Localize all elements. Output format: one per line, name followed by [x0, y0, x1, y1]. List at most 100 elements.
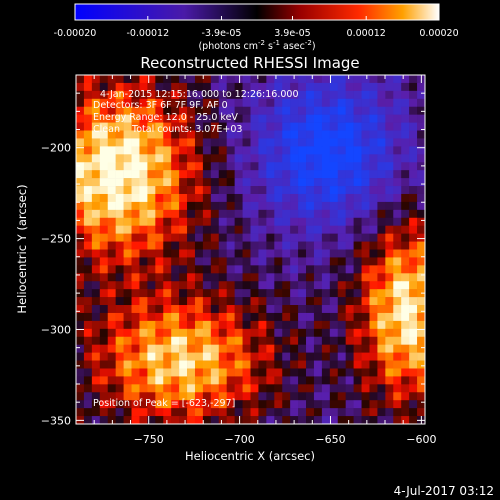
heatmap-cell	[187, 312, 196, 322]
heatmap-cell	[83, 344, 93, 353]
heatmap-cell	[123, 138, 132, 147]
heatmap-cell	[76, 130, 85, 139]
heatmap-cell	[242, 209, 251, 219]
heatmap-cell	[274, 241, 283, 250]
heatmap-cell	[83, 146, 93, 155]
heatmap-cell	[147, 106, 156, 115]
heatmap-cell	[210, 328, 220, 338]
heatmap-cell	[171, 305, 180, 314]
heatmap-cell	[171, 225, 180, 234]
heatmap-cell	[385, 233, 394, 242]
heatmap-cell	[218, 352, 227, 361]
heatmap-cell	[337, 90, 346, 100]
heatmap-cell	[290, 344, 299, 353]
heatmap-cell	[321, 241, 331, 250]
heatmap-cell	[369, 130, 378, 139]
heatmap-cell	[401, 225, 410, 234]
heatmap-cell	[194, 328, 204, 338]
heatmap-cell	[393, 209, 402, 219]
heatmap-cell	[187, 217, 196, 226]
heatmap-cell	[226, 344, 235, 353]
heatmap-cell	[417, 336, 426, 345]
heatmap-cell	[258, 233, 267, 242]
heatmap-cell	[171, 130, 180, 139]
heatmap-cell	[313, 106, 323, 115]
heatmap-cell	[274, 162, 283, 171]
heatmap-cell	[155, 336, 164, 345]
heatmap-cell	[139, 408, 148, 417]
heatmap-cell	[202, 328, 212, 338]
heatmap-cell	[274, 416, 283, 425]
heatmap-cell	[179, 130, 188, 139]
heatmap-cell	[76, 138, 85, 147]
heatmap-cell	[115, 416, 124, 425]
heatmap-cell	[369, 170, 378, 179]
heatmap-cell	[329, 178, 339, 187]
heatmap-cell	[306, 336, 315, 345]
heatmap-cell	[194, 114, 204, 123]
heatmap-cell	[329, 384, 339, 393]
heatmap-cell	[337, 392, 346, 401]
heatmap-cell	[218, 241, 227, 250]
heatmap-cell	[139, 265, 148, 274]
heatmap-cell	[393, 130, 402, 139]
heatmap-cell	[258, 170, 267, 179]
heatmap-cell	[187, 376, 196, 385]
heatmap-cell	[139, 392, 148, 401]
heatmap-cell	[274, 376, 283, 385]
heatmap-cell	[250, 344, 259, 353]
heatmap-cell	[139, 209, 148, 219]
heatmap-cell	[218, 281, 227, 290]
heatmap-cell	[226, 320, 235, 330]
heatmap-cell	[99, 273, 109, 282]
heatmap-cell	[250, 352, 259, 361]
heatmap-cell	[171, 336, 180, 345]
heatmap-cell	[282, 257, 291, 266]
heatmap-cell	[417, 178, 426, 187]
heatmap-cell	[313, 328, 323, 338]
heatmap-cell	[369, 400, 378, 409]
heatmap-cell	[361, 360, 370, 369]
heatmap-cell	[250, 98, 259, 108]
heatmap-cell	[313, 178, 323, 187]
heatmap-cell	[147, 209, 156, 219]
heatmap-cell	[353, 257, 362, 266]
colorbar-tick-label: 0.00012	[347, 28, 386, 39]
heatmap-cell	[409, 170, 418, 179]
heatmap-cell	[337, 336, 346, 345]
heatmap-cell	[131, 289, 140, 298]
heatmap-cell	[187, 249, 196, 258]
heatmap-cell	[337, 328, 346, 338]
heatmap-cell	[417, 154, 426, 163]
heatmap-cell	[99, 154, 109, 163]
heatmap-cell	[194, 90, 204, 100]
heatmap-cell	[194, 408, 204, 417]
heatmap-cell	[409, 384, 418, 393]
heatmap-cell	[250, 162, 259, 171]
heatmap-cell	[306, 233, 315, 242]
heatmap-cell	[409, 336, 418, 345]
heatmap-cell	[313, 368, 323, 377]
heatmap-cell	[337, 75, 346, 84]
heatmap-cell	[147, 154, 156, 163]
heatmap-cell	[226, 193, 235, 203]
heatmap-cell	[91, 146, 101, 155]
heatmap-cell	[218, 360, 227, 369]
heatmap-cell	[329, 265, 339, 274]
heatmap-cell	[385, 241, 394, 250]
heatmap-cell	[91, 297, 101, 306]
heatmap-cell	[107, 384, 116, 393]
heatmap-cell	[258, 106, 267, 115]
heatmap-cell	[329, 122, 339, 131]
heatmap-cell	[361, 82, 370, 92]
heatmap-cell	[226, 305, 235, 314]
heatmap-cell	[147, 122, 156, 131]
heatmap-cell	[155, 162, 164, 171]
footer-timestamp: 4-Jul-2017 03:12	[394, 484, 494, 498]
heatmap-cell	[385, 392, 394, 401]
heatmap-cell	[147, 273, 156, 282]
heatmap-cell	[369, 368, 378, 377]
heatmap-cell	[107, 368, 116, 377]
heatmap-cell	[115, 162, 124, 171]
heatmap-cell	[163, 106, 172, 115]
